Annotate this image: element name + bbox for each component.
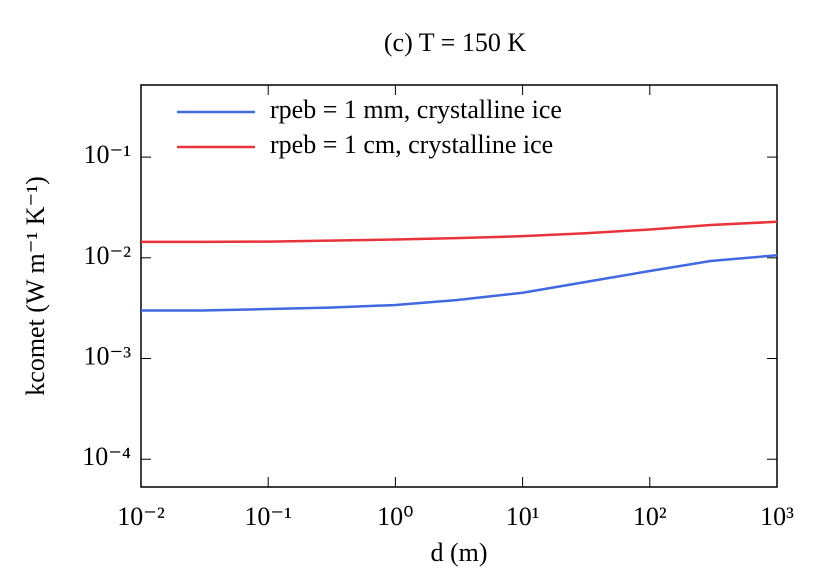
data-line bbox=[141, 220, 778, 244]
y-axis-label: kcomet (W m⁻¹ K⁻¹) bbox=[21, 176, 50, 395]
x-axis-label: d (m) bbox=[430, 538, 487, 567]
x-tick-label: 10⁻¹ bbox=[244, 502, 292, 531]
data-line bbox=[141, 254, 778, 312]
chart-title: (c) T = 150 K bbox=[384, 28, 526, 57]
y-tick-label: 10⁻² bbox=[83, 241, 131, 270]
x-tick-label: 10⁻² bbox=[117, 502, 165, 531]
legend-label: rpeb = 1 mm, crystalline ice bbox=[270, 95, 562, 124]
x-tick-label: 10⁰ bbox=[377, 502, 413, 531]
y-tick-label: 10⁻³ bbox=[83, 341, 131, 370]
x-tick-label: 10¹ bbox=[506, 502, 540, 531]
x-tick-label: 10³ bbox=[760, 502, 794, 531]
x-tick-label: 10² bbox=[633, 502, 667, 531]
legend-label: rpeb = 1 cm, crystalline ice bbox=[270, 130, 553, 159]
y-tick-label: 10⁻¹ bbox=[83, 140, 131, 169]
y-tick-label: 10⁻⁴ bbox=[82, 442, 131, 471]
plot-frame bbox=[140, 84, 778, 488]
